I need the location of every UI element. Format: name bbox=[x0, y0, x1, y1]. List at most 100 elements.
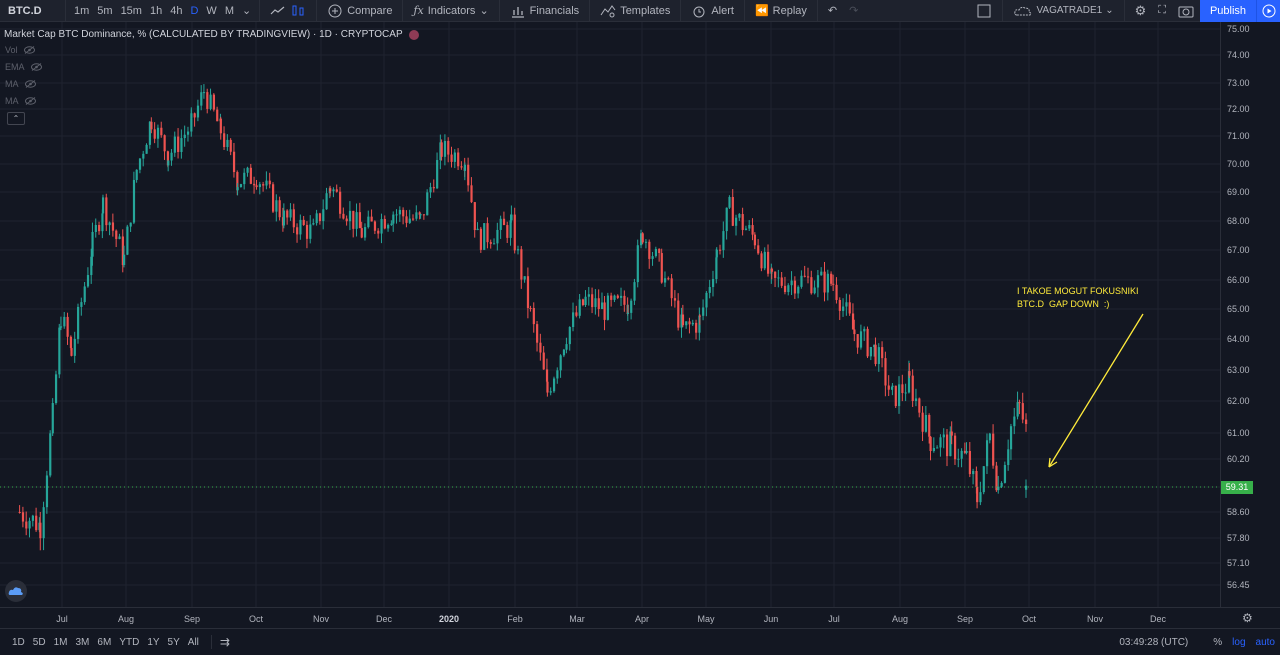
timeframe-1m[interactable]: 1m bbox=[74, 4, 90, 17]
annotation-text[interactable]: I TAKOE MOGUT FOKUSNIKI BTC.D GAP DOWN :… bbox=[1017, 286, 1139, 309]
range-ytd[interactable]: YTD bbox=[119, 636, 140, 648]
log-toggle[interactable]: log bbox=[1232, 636, 1246, 648]
percent-toggle[interactable]: % bbox=[1213, 636, 1223, 648]
time-label: Apr bbox=[634, 614, 650, 624]
price-chart[interactable] bbox=[0, 22, 1220, 607]
candle-body bbox=[594, 298, 597, 308]
utc-clock[interactable]: 03:49:28 (UTC) bbox=[1119, 636, 1189, 648]
bar-style-button[interactable] bbox=[264, 0, 312, 22]
timeframe-15m[interactable]: 15m bbox=[120, 4, 142, 17]
candle-body bbox=[358, 212, 362, 229]
range-6m[interactable]: 6M bbox=[97, 636, 112, 648]
layout-name: VAGATRADE1 bbox=[1036, 5, 1103, 16]
eye-hidden-icon[interactable] bbox=[24, 97, 36, 105]
candle-body bbox=[516, 249, 520, 251]
settings-button[interactable]: ⚙ bbox=[1129, 0, 1153, 22]
alert-button[interactable]: Alert bbox=[685, 0, 740, 22]
indicator-row[interactable]: EMA bbox=[5, 62, 42, 72]
candle-body bbox=[415, 212, 418, 219]
time-axis[interactable]: ⚙ Jul Aug Sep Oct Nov Dec 2020 Feb Mar Apr May Jun J… bbox=[0, 607, 1280, 628]
candle-body bbox=[968, 451, 971, 475]
fullscreen-box-button[interactable] bbox=[970, 0, 998, 22]
timeframe-5m[interactable]: 5m bbox=[97, 4, 113, 17]
undo-button[interactable]: ↶ bbox=[822, 0, 843, 22]
price-label: 75.00 bbox=[1227, 24, 1250, 34]
timeframe-m[interactable]: M bbox=[224, 4, 234, 17]
candle-body bbox=[54, 374, 58, 404]
publish-button[interactable]: Publish bbox=[1200, 0, 1256, 22]
candle-body bbox=[972, 470, 975, 475]
candle-body bbox=[255, 185, 258, 188]
snapshot-button[interactable] bbox=[1172, 0, 1200, 22]
chart-legend[interactable]: Market Cap BTC Dominance, % (CALCULATED … bbox=[4, 29, 419, 40]
candle-body bbox=[640, 233, 643, 246]
price-label: 66.00 bbox=[1227, 275, 1250, 285]
time-label: Sep bbox=[956, 614, 974, 624]
candle-body bbox=[992, 433, 995, 466]
candle-body bbox=[510, 214, 513, 221]
time-label: Oct bbox=[1021, 614, 1037, 624]
camera-icon bbox=[1178, 6, 1194, 17]
range-3m[interactable]: 3M bbox=[75, 636, 90, 648]
timeframe-d[interactable]: D bbox=[190, 4, 199, 17]
timeframe-dropdown[interactable]: ⌄ bbox=[241, 4, 252, 17]
eye-hidden-icon[interactable] bbox=[30, 63, 42, 71]
candle-body bbox=[859, 331, 863, 348]
redo-button[interactable]: ↷ bbox=[843, 0, 864, 22]
candle-body bbox=[493, 243, 496, 245]
price-axis[interactable]: 75.00 74.00 73.00 72.00 71.00 70.00 69.00 68.00… bbox=[1220, 22, 1280, 607]
candle-body bbox=[705, 292, 708, 308]
candle-body bbox=[597, 298, 600, 310]
candle-body bbox=[702, 307, 705, 316]
range-1y[interactable]: 1Y bbox=[147, 636, 160, 648]
indicator-label: MA bbox=[5, 96, 19, 106]
eye-hidden-icon[interactable] bbox=[23, 46, 35, 54]
replay-button[interactable]: ⏪ Replay bbox=[749, 0, 813, 22]
auto-toggle[interactable]: auto bbox=[1255, 636, 1275, 648]
tradingview-logo[interactable] bbox=[5, 580, 27, 602]
candle-body bbox=[673, 298, 677, 301]
candle-body bbox=[443, 140, 447, 157]
candle-body bbox=[202, 92, 206, 94]
candle-body bbox=[633, 282, 636, 301]
templates-button[interactable]: Templates bbox=[594, 0, 676, 22]
indicator-row[interactable]: MA bbox=[5, 96, 36, 106]
candle-body bbox=[506, 225, 509, 238]
candle-body bbox=[950, 431, 953, 436]
candle-body bbox=[942, 434, 945, 438]
candle-body bbox=[695, 322, 698, 333]
play-button[interactable] bbox=[1256, 0, 1280, 22]
candle-body bbox=[907, 371, 911, 393]
indicator-row[interactable]: Vol bbox=[5, 45, 35, 55]
symbol-search[interactable]: BTC.D bbox=[0, 0, 66, 22]
candle-body bbox=[685, 321, 688, 326]
candle-body bbox=[731, 197, 734, 226]
timeframe-4h[interactable]: 4h bbox=[170, 4, 183, 17]
goto-date-button[interactable]: ⇉ bbox=[219, 635, 230, 649]
range-1m[interactable]: 1M bbox=[53, 636, 68, 648]
timeframe-w[interactable]: W bbox=[206, 4, 217, 17]
range-1d[interactable]: 1D bbox=[12, 636, 25, 648]
range-5y[interactable]: 5Y bbox=[167, 636, 180, 648]
layout-selector[interactable]: VAGATRADE1 ⌄ bbox=[1007, 5, 1119, 17]
time-axis-settings-icon[interactable]: ⚙ bbox=[1242, 611, 1253, 625]
candle-body bbox=[848, 302, 851, 314]
candle-body bbox=[318, 213, 322, 222]
candle-body bbox=[738, 214, 741, 218]
indicator-row[interactable]: MA bbox=[5, 79, 36, 89]
range-all[interactable]: All bbox=[187, 636, 199, 648]
financials-button[interactable]: Financials bbox=[504, 0, 586, 22]
indicators-button[interactable]: ƒx Indicators ⌄ bbox=[407, 0, 494, 22]
candle-body bbox=[392, 214, 395, 224]
range-5d[interactable]: 5D bbox=[32, 636, 46, 648]
eye-hidden-icon[interactable] bbox=[24, 80, 36, 88]
fullscreen-button[interactable]: ⛶ bbox=[1152, 0, 1172, 22]
candle-body bbox=[94, 225, 97, 232]
candle-body bbox=[289, 209, 292, 218]
timeframe-1h[interactable]: 1h bbox=[149, 4, 163, 17]
candle-body bbox=[265, 180, 268, 186]
annotation-arrow[interactable] bbox=[1048, 313, 1144, 468]
collapse-legend-button[interactable]: ⌃ bbox=[7, 112, 25, 125]
candle-body bbox=[1021, 403, 1024, 420]
compare-button[interactable]: Compare bbox=[321, 0, 398, 22]
